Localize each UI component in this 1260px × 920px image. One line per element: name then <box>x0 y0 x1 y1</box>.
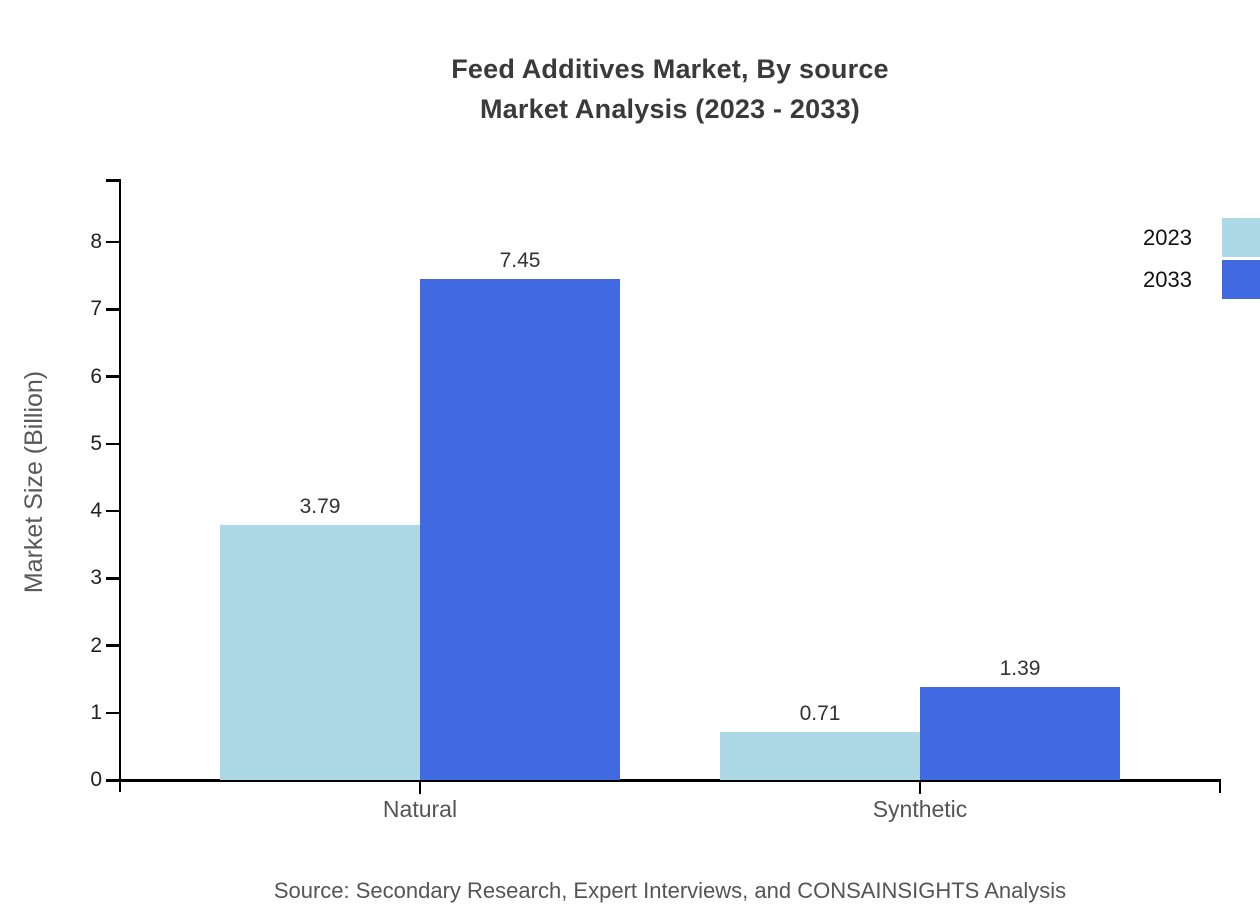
y-axis-tick <box>106 442 120 445</box>
bar-synthetic-2033 <box>920 686 1120 780</box>
legend-label: 2033 <box>1143 267 1192 292</box>
y-tick-label: 7 <box>90 297 102 321</box>
legend-label: 2023 <box>1143 225 1192 250</box>
y-tick-label: 4 <box>90 499 102 522</box>
y-axis-tick <box>106 778 120 782</box>
bar-natural-2023 <box>220 525 420 780</box>
bar-synthetic-2023 <box>720 732 920 780</box>
y-axis-tick <box>106 711 120 714</box>
x-axis-line <box>106 779 1221 782</box>
legend-item-2033: 2033 <box>1062 260 1260 299</box>
source-note: Source: Secondary Research, Expert Inter… <box>273 878 1067 903</box>
y-tick-label: 1 <box>90 700 102 724</box>
legend-swatch-2033 <box>1222 260 1260 299</box>
y-axis-top-cap <box>106 179 121 182</box>
legend-item-2023: 2023 <box>1062 218 1260 257</box>
x-category-label-natural: Natural <box>382 796 458 822</box>
bar-value-label-synthetic-2033: 1.39 <box>999 656 1041 680</box>
y-axis-line <box>118 179 121 792</box>
x-axis-tick <box>918 781 922 794</box>
y-axis-tick <box>106 375 120 378</box>
y-tick-label: 6 <box>90 364 102 388</box>
y-tick-label: 2 <box>90 633 102 657</box>
chart-title-line-2: Market Analysis (2023 - 2033) <box>479 94 860 124</box>
chart-title-line-1: Feed Additives Market, By source <box>451 54 889 84</box>
y-tick-label: 8 <box>90 230 102 253</box>
y-axis-tick <box>106 577 120 580</box>
y-tick-label: 5 <box>90 431 102 455</box>
x-axis-tick <box>418 781 422 794</box>
y-axis-tick <box>106 644 120 647</box>
y-axis-title: Market Size (Billion) <box>20 370 48 594</box>
y-axis-tick <box>106 240 120 244</box>
legend-swatch-2023 <box>1222 218 1260 257</box>
x-category-label-synthetic: Synthetic <box>872 796 968 822</box>
y-tick-label: 0 <box>90 768 102 791</box>
bar-value-label-synthetic-2023: 0.71 <box>799 702 841 726</box>
y-axis-tick <box>106 509 120 513</box>
y-tick-label: 3 <box>90 566 102 590</box>
y-axis-tick <box>106 308 120 311</box>
bar-value-label-natural-2033: 7.45 <box>499 248 541 272</box>
x-axis-right-cap <box>1218 779 1221 793</box>
bar-value-label-natural-2023: 3.79 <box>299 495 341 519</box>
bar-natural-2033 <box>420 278 620 780</box>
legend: 2023 2033 <box>1062 218 1260 299</box>
